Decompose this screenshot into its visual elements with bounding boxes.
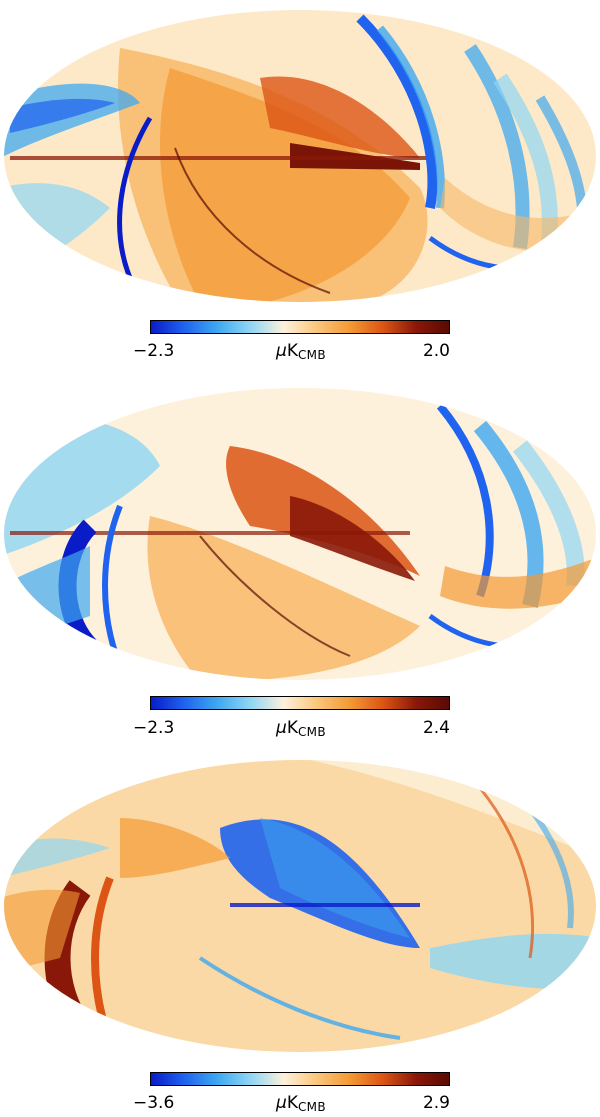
colorbar-max-label-2: 2.4	[422, 718, 450, 738]
mollweide-map-1	[0, 8, 600, 304]
colorbar-1	[150, 320, 450, 334]
colorbar-2	[150, 696, 450, 710]
colorbar-unit-label-3: μKCMB	[276, 1093, 326, 1114]
sky-map-1	[4, 10, 596, 302]
colorbar-min-label-2: −2.3	[133, 718, 175, 738]
colorbar-min-label-3: −3.6	[133, 1093, 175, 1113]
mollweide-map-2	[0, 386, 600, 682]
colorbar-max-label-3: 2.9	[422, 1093, 450, 1113]
map-panel-1: −2.3 μKCMB 2.0	[0, 0, 600, 370]
colorbar-unit-label-1: μKCMB	[276, 341, 326, 362]
colorbar-max-label-1: 2.0	[422, 341, 450, 361]
colorbar-min-label-1: −2.3	[133, 341, 175, 361]
colorbar-unit-label-2: μKCMB	[276, 718, 326, 739]
map-panel-3: −3.6 μKCMB 2.9	[0, 758, 600, 1116]
map-panel-2: −2.3 μKCMB 2.4	[0, 380, 600, 750]
mollweide-map-3	[0, 758, 600, 1054]
colorbar-3	[150, 1072, 450, 1086]
sky-map-3	[4, 760, 596, 1052]
sky-map-2	[4, 388, 596, 680]
